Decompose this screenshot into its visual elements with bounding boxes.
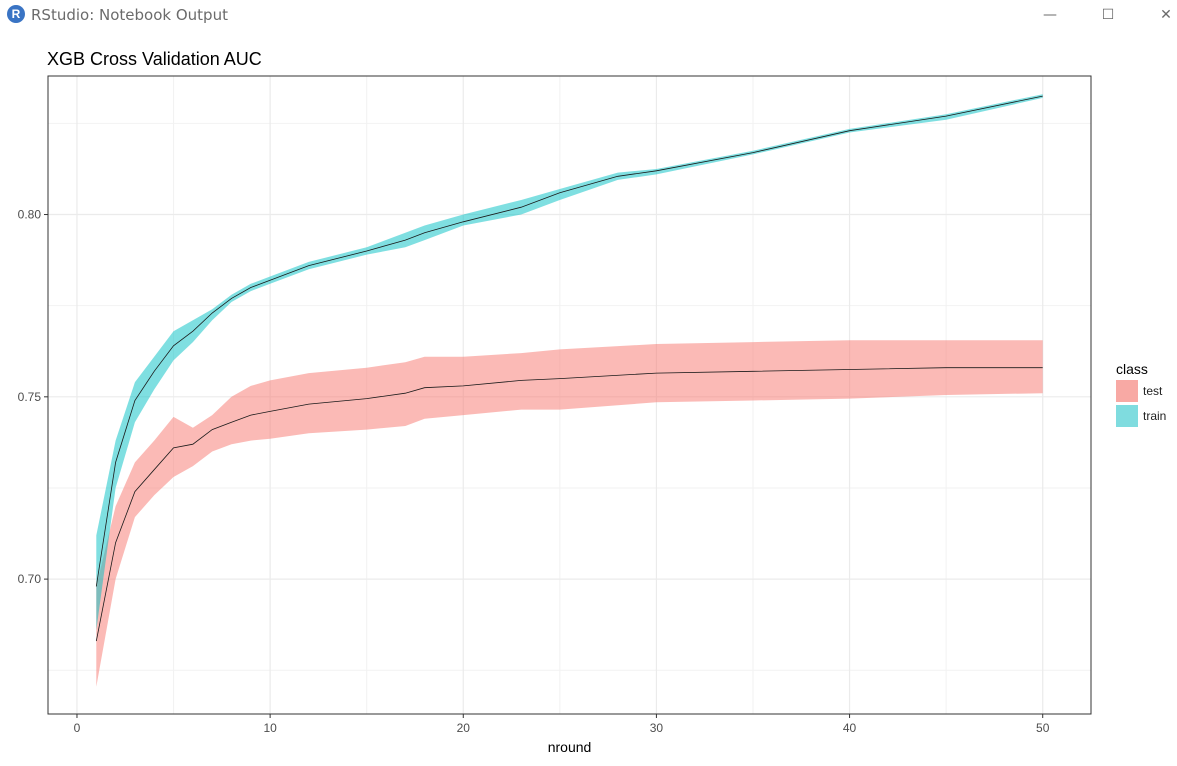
close-button[interactable]: ✕ xyxy=(1160,7,1172,23)
x-tick-label: 50 xyxy=(1036,721,1050,735)
legend-key-test xyxy=(1116,380,1138,402)
mean-line-test xyxy=(95,367,1043,642)
minimize-button[interactable]: — xyxy=(1043,7,1057,23)
y-tick-label: 0.75 xyxy=(18,390,42,404)
maximize-button[interactable]: ☐ xyxy=(1101,7,1115,23)
y-tick-label: 0.80 xyxy=(18,208,42,222)
chart-title: XGB Cross Validation AUC xyxy=(47,49,262,69)
y-tick-label: 0.70 xyxy=(18,572,42,586)
x-tick-label: 20 xyxy=(457,721,471,735)
x-tick-label: 0 xyxy=(74,721,81,735)
mean-line-train xyxy=(95,95,1043,587)
x-tick-label: 30 xyxy=(650,721,664,735)
r-logo-icon: R xyxy=(7,5,25,23)
x-tick-label: 40 xyxy=(843,721,857,735)
legend-key-train xyxy=(1116,405,1138,427)
ribbon-test xyxy=(96,340,1043,687)
x-tick-label: 10 xyxy=(263,721,277,735)
panel-border xyxy=(47,75,1092,715)
window-title: RStudio: Notebook Output xyxy=(31,6,228,24)
legend-title: class xyxy=(1116,361,1148,377)
legend-label-test: test xyxy=(1143,384,1163,398)
x-axis-label: nround xyxy=(548,739,592,755)
legend-label-train: train xyxy=(1143,409,1167,423)
window-titlebar: R RStudio: Notebook Output — ☐ ✕ xyxy=(0,0,1177,30)
